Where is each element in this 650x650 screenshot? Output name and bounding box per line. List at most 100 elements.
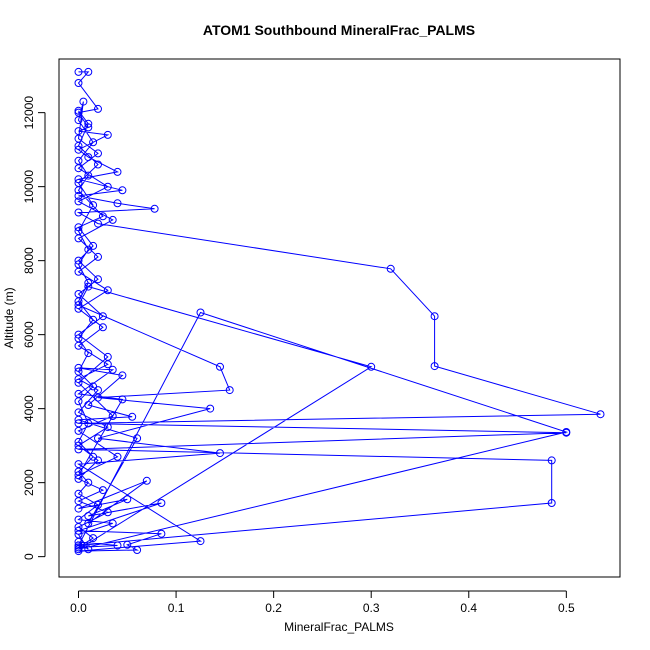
data-point — [547, 499, 556, 507]
data-point — [84, 478, 93, 487]
data-point — [430, 312, 439, 321]
data-point — [123, 540, 132, 549]
data-point — [84, 119, 93, 128]
series-layer — [74, 67, 605, 556]
data-point — [118, 186, 127, 195]
data-point — [84, 153, 93, 162]
data-point — [89, 201, 98, 210]
data-point — [74, 441, 83, 450]
data-point — [74, 141, 83, 150]
y-tick-label: 4000 — [22, 395, 36, 422]
data-point — [118, 371, 127, 380]
x-tick-label: 0.0 — [70, 601, 87, 615]
data-point — [103, 508, 112, 517]
data-point — [113, 452, 122, 461]
x-axis: 0.0 0.1 0.2 0.3 0.4 0.5 — [70, 590, 575, 615]
y-tick-label: 2000 — [22, 469, 36, 496]
series-line — [76, 71, 601, 552]
x-axis-label: MineralFrac_PALMS — [284, 620, 394, 634]
data-point — [74, 297, 83, 306]
y-tick-label: 10000 — [22, 170, 36, 204]
x-tick-label: 0.4 — [460, 601, 477, 615]
data-point — [74, 227, 83, 236]
plot-frame — [58, 58, 621, 578]
data-point — [74, 515, 83, 524]
data-point — [74, 489, 83, 498]
data-point — [84, 349, 93, 358]
data-point — [84, 278, 93, 287]
data-point — [74, 367, 83, 376]
data-point — [74, 334, 83, 343]
data-point — [94, 160, 102, 169]
data-point — [150, 204, 159, 213]
data-point — [386, 264, 395, 273]
data-point — [74, 330, 83, 339]
data-point — [74, 467, 83, 476]
data-point — [74, 426, 83, 435]
x-tick-label: 0.5 — [558, 601, 575, 615]
data-point — [367, 362, 376, 371]
data-point — [74, 79, 83, 87]
data-point — [94, 219, 102, 228]
data-point — [89, 382, 98, 391]
data-point — [157, 529, 166, 538]
data-point — [103, 286, 112, 295]
data-point — [74, 437, 83, 446]
data-point — [74, 175, 83, 184]
data-point — [562, 428, 571, 436]
data-point — [74, 106, 83, 115]
data-point — [74, 543, 83, 552]
data-point — [84, 245, 93, 254]
data-point — [225, 386, 234, 395]
data-point — [108, 215, 117, 224]
data-point — [89, 138, 98, 147]
data-point — [89, 315, 98, 324]
data-point — [94, 434, 102, 443]
data-point — [74, 197, 83, 206]
data-point — [113, 199, 122, 208]
data-point — [103, 423, 112, 432]
data-point — [596, 410, 605, 419]
data-point — [84, 519, 93, 528]
data-point — [196, 308, 205, 317]
data-point — [84, 401, 93, 409]
data-point — [98, 323, 107, 332]
data-point — [74, 191, 83, 200]
data-point — [74, 145, 83, 154]
data-point — [74, 179, 83, 187]
x-tick-label: 0.1 — [168, 601, 185, 615]
data-point — [103, 130, 112, 139]
data-point — [133, 546, 142, 554]
x-tick-label: 0.2 — [265, 601, 282, 615]
data-point — [84, 171, 93, 180]
data-point — [103, 182, 112, 191]
data-point — [89, 534, 98, 543]
data-point — [74, 526, 83, 535]
data-point — [430, 362, 439, 371]
data-point — [196, 537, 205, 546]
data-point — [74, 301, 83, 310]
data-point — [74, 363, 83, 372]
data-point — [113, 541, 122, 550]
data-point — [74, 530, 83, 539]
data-point — [84, 67, 93, 76]
data-point — [206, 404, 215, 413]
data-point — [74, 164, 83, 173]
y-tick-label: 6000 — [22, 321, 36, 348]
data-point — [84, 419, 93, 428]
data-point — [74, 408, 83, 417]
data-point — [94, 275, 102, 284]
data-point — [74, 223, 83, 232]
data-point — [108, 519, 117, 528]
data-point — [94, 149, 102, 158]
data-point — [89, 452, 98, 461]
data-point — [84, 123, 93, 132]
data-point — [84, 282, 93, 291]
data-point — [74, 116, 83, 125]
data-point — [74, 547, 83, 556]
data-point — [79, 97, 88, 106]
data-point — [98, 312, 107, 321]
y-tick-label: 12000 — [22, 96, 36, 130]
